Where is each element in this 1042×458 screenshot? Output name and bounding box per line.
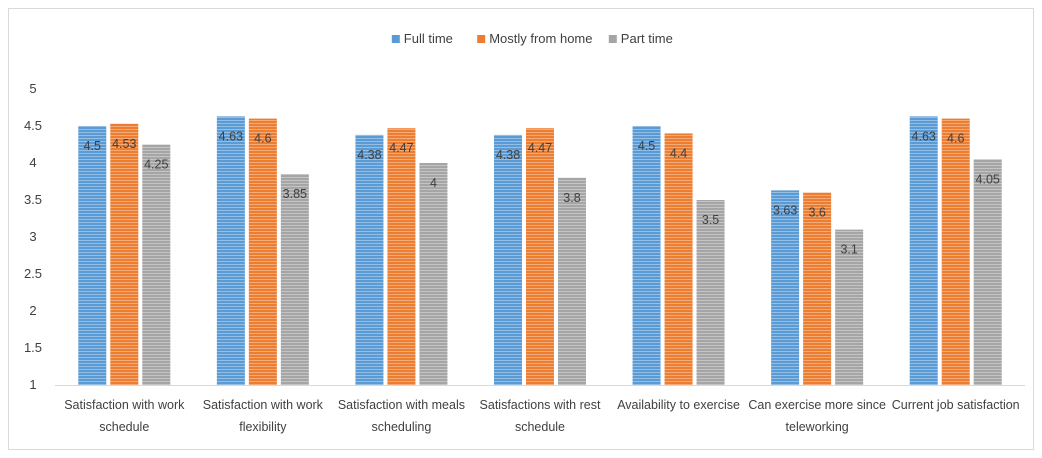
legend-swatch bbox=[391, 35, 400, 43]
y-tick-label: 4 bbox=[29, 155, 36, 170]
y-tick-label: 1.5 bbox=[24, 340, 42, 355]
data-label: 4.38 bbox=[357, 148, 381, 162]
data-label: 4.5 bbox=[638, 139, 655, 153]
y-tick-label: 2.5 bbox=[24, 266, 42, 281]
data-label: 4.4 bbox=[670, 146, 687, 160]
y-tick-label: 3 bbox=[29, 229, 36, 244]
bar-texture bbox=[78, 126, 107, 385]
bar-texture bbox=[664, 133, 693, 385]
category-label: teleworking bbox=[786, 420, 849, 434]
x-axis: Satisfaction with work schedule Satisfacti… bbox=[55, 385, 1025, 434]
legend-label: Full time bbox=[404, 31, 453, 46]
data-label: 4.5 bbox=[84, 139, 101, 153]
data-label: 4.6 bbox=[947, 132, 964, 146]
category-label: Satisfaction with work bbox=[64, 398, 185, 412]
data-label: 4.47 bbox=[528, 141, 552, 155]
bar-texture bbox=[248, 118, 277, 385]
legend-label: Mostly from home bbox=[489, 31, 592, 46]
bar-texture bbox=[110, 123, 139, 385]
bar-texture bbox=[803, 192, 832, 385]
legend-label: Part time bbox=[621, 31, 673, 46]
bar-texture bbox=[387, 128, 416, 385]
bar-texture bbox=[355, 134, 384, 385]
data-label: 4.63 bbox=[219, 129, 243, 143]
bar-texture bbox=[696, 200, 725, 385]
y-tick-label: 2 bbox=[29, 303, 36, 318]
bars bbox=[78, 116, 1002, 385]
data-label: 4.63 bbox=[912, 129, 936, 143]
legend-swatch bbox=[477, 35, 486, 43]
data-label: 3.1 bbox=[840, 243, 857, 257]
bar-texture bbox=[419, 163, 448, 385]
data-label: 4.53 bbox=[112, 137, 136, 151]
data-labels: 4.5 4.53 4.25 4.63 4.6 3.85 4.38 4.47 4 4.38 4.47 3… bbox=[84, 129, 1000, 256]
bar-texture bbox=[909, 116, 938, 385]
bar-texture bbox=[142, 144, 171, 385]
y-tick-label: 4.5 bbox=[24, 118, 42, 133]
category-label: scheduling bbox=[372, 420, 432, 434]
bar-texture bbox=[280, 174, 309, 385]
category-label: Availability to exercise bbox=[617, 398, 740, 412]
category-label: Satisfactions with rest bbox=[480, 398, 601, 412]
data-label: 4.6 bbox=[254, 132, 271, 146]
category-label: Satisfaction with work bbox=[203, 398, 324, 412]
bar-chart: Full time Mostly from home Part time 1 1.5 2… bbox=[24, 31, 1025, 434]
chart-area: Full time Mostly from home Part time 1 1.5 2… bbox=[8, 8, 1034, 450]
bar-texture bbox=[771, 190, 800, 385]
category-label: Current job satisfaction bbox=[892, 398, 1020, 412]
category-label: schedule bbox=[99, 420, 149, 434]
bar-texture bbox=[526, 128, 554, 385]
y-tick-label: 5 bbox=[29, 81, 36, 96]
data-label: 3.6 bbox=[808, 206, 825, 220]
data-label: 4 bbox=[430, 176, 437, 190]
data-label: 3.5 bbox=[702, 213, 719, 227]
bar-texture bbox=[632, 126, 661, 385]
category-label: Can exercise more since bbox=[748, 398, 886, 412]
data-label: 4.47 bbox=[389, 141, 413, 155]
legend: Full time Mostly from home Part time bbox=[391, 31, 673, 46]
data-label: 4.05 bbox=[976, 172, 1000, 186]
data-label: 3.63 bbox=[773, 203, 797, 217]
data-label: 4.25 bbox=[144, 158, 168, 172]
bar-texture bbox=[216, 116, 245, 385]
category-label: Satisfaction with meals bbox=[338, 398, 465, 412]
data-label: 3.85 bbox=[283, 187, 307, 201]
y-tick-label: 1 bbox=[29, 377, 36, 392]
bar-texture bbox=[558, 177, 586, 385]
category-label: schedule bbox=[515, 420, 565, 434]
y-tick-label: 3.5 bbox=[24, 192, 42, 207]
bar-texture bbox=[973, 159, 1002, 385]
bar-texture bbox=[835, 229, 864, 385]
bar-texture bbox=[941, 118, 970, 385]
category-label: flexibility bbox=[239, 420, 287, 434]
bar-texture bbox=[494, 134, 522, 385]
legend-swatch bbox=[608, 35, 617, 43]
data-label: 3.8 bbox=[563, 191, 580, 205]
data-label: 4.38 bbox=[496, 148, 520, 162]
y-axis: 1 1.5 2 2.5 3 3.5 4 4.5 5 bbox=[24, 81, 42, 392]
